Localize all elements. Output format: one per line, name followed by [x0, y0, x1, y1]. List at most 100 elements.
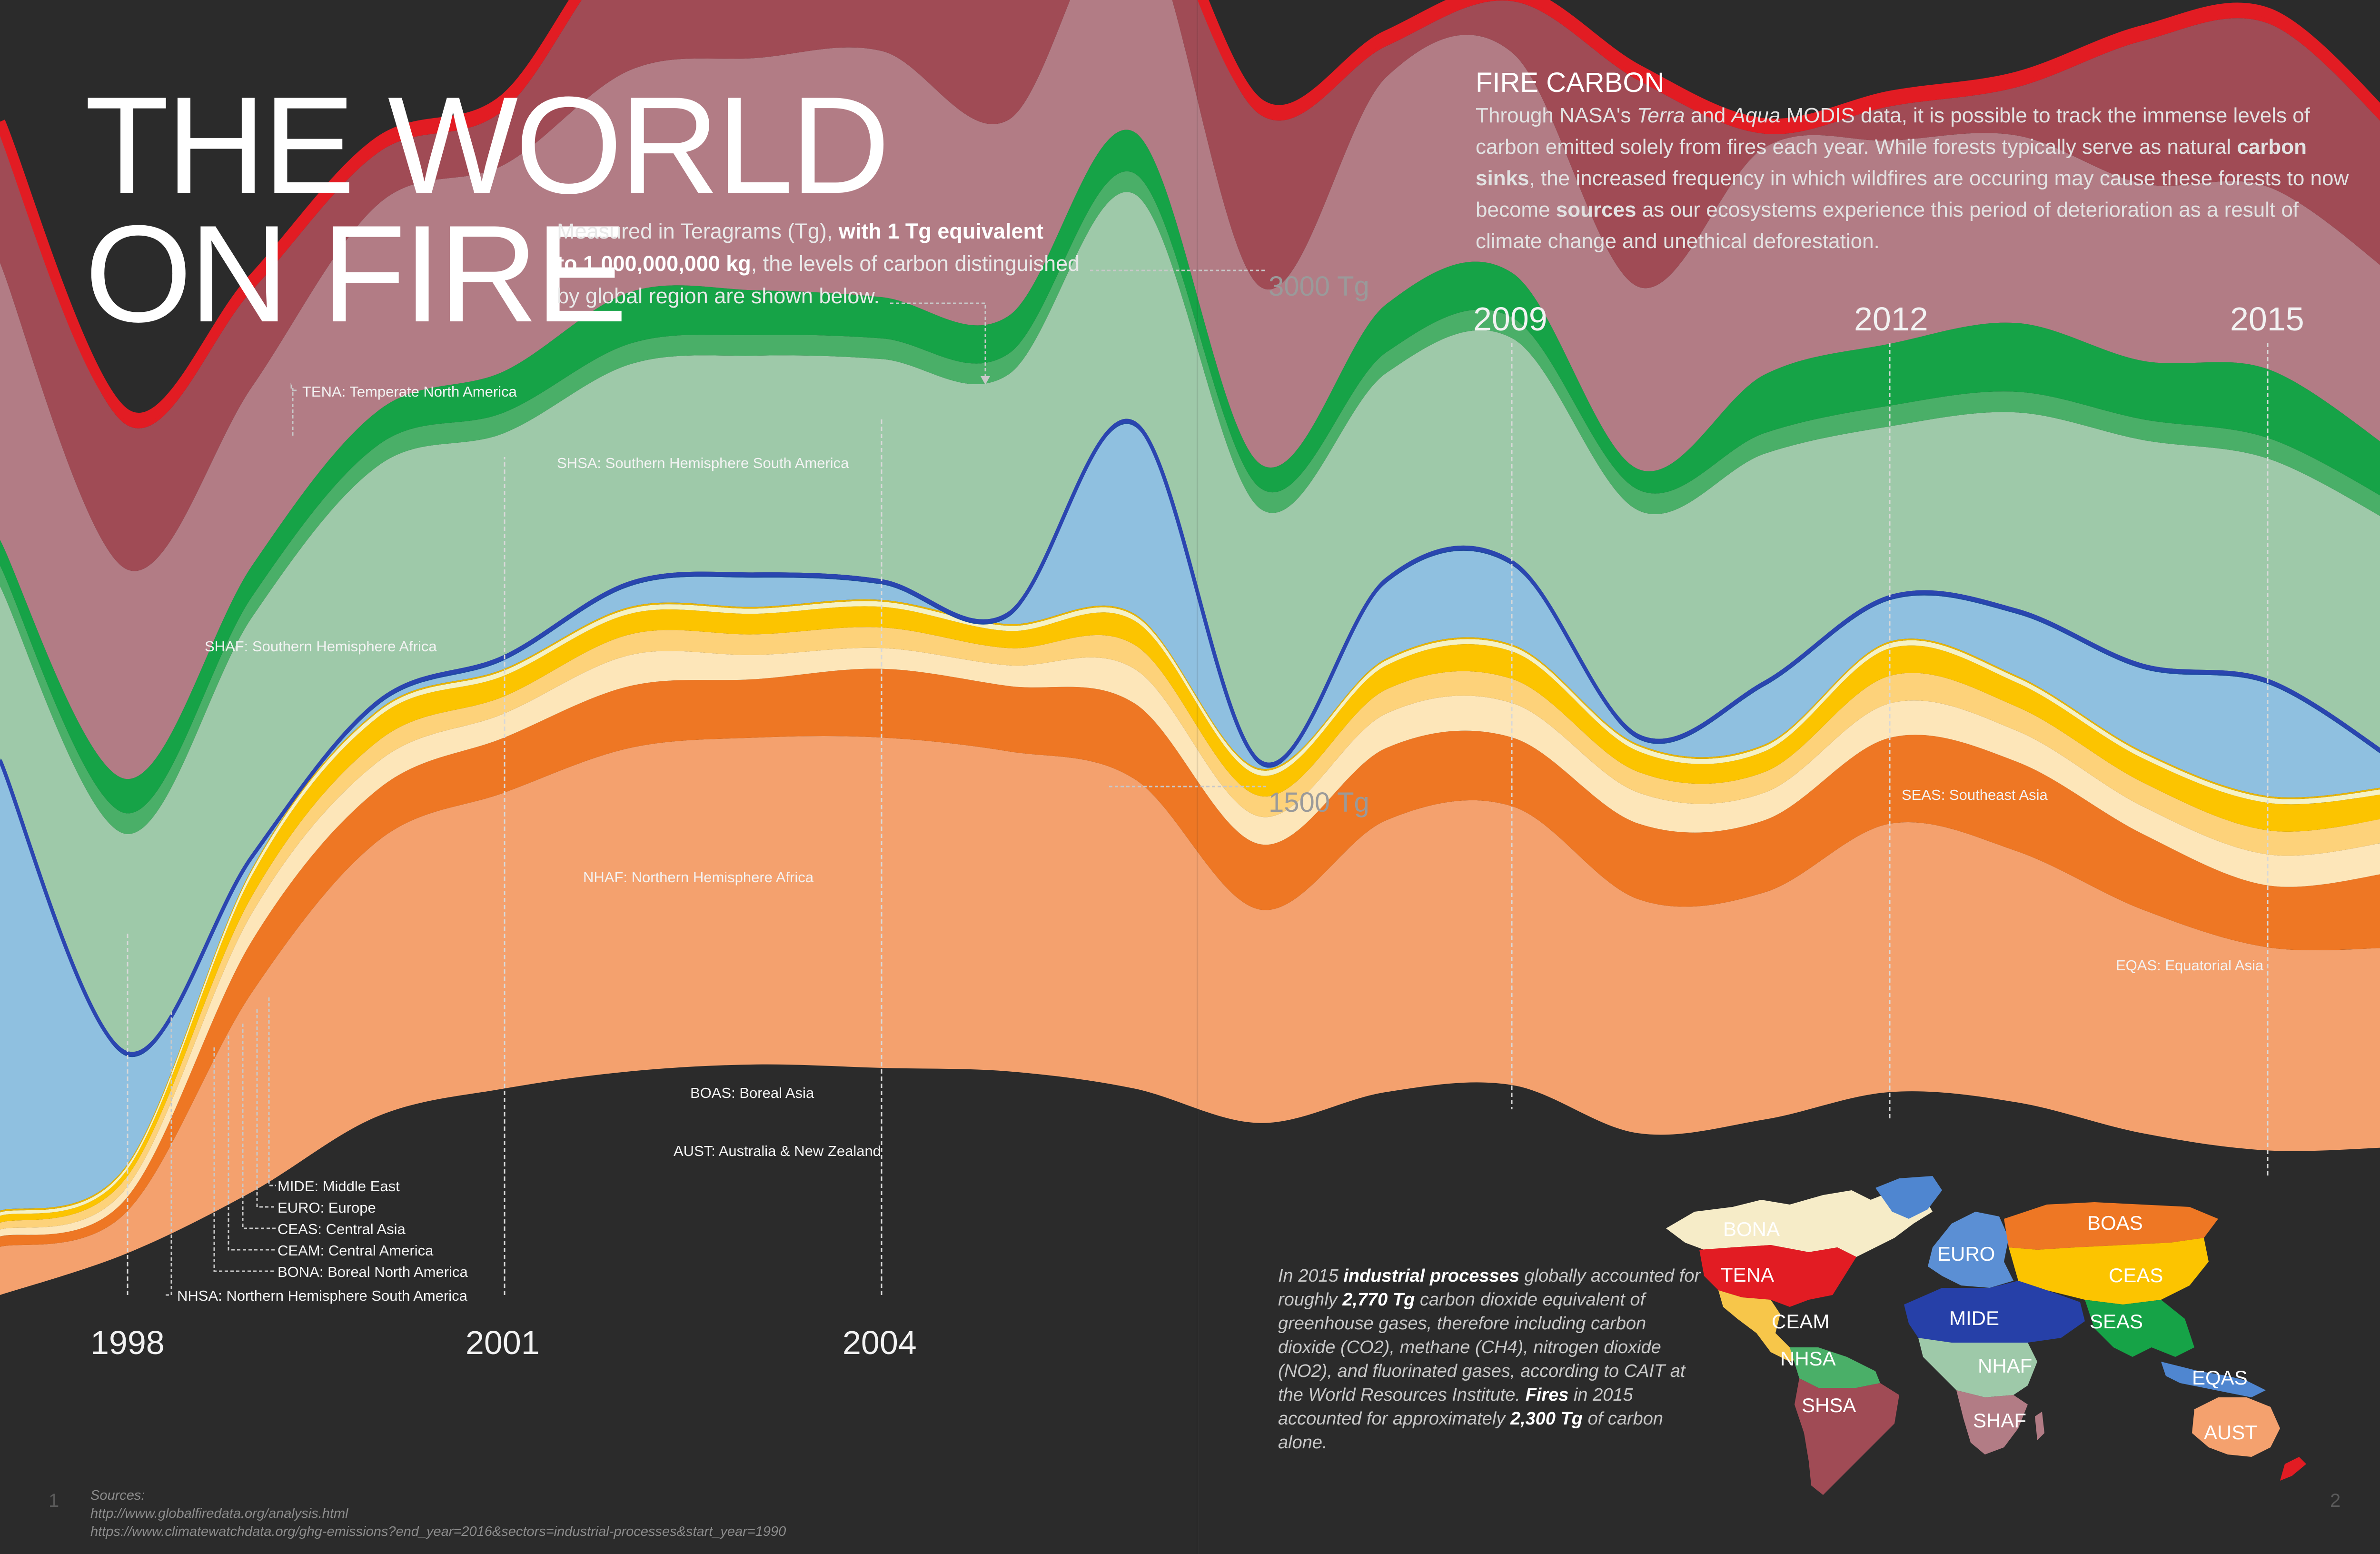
map-label-ceas: CEAS: [2109, 1264, 2163, 1286]
area-aust: [0, 736, 2380, 1295]
page-number-left: 1: [49, 1490, 60, 1511]
area-layers: [0, 0, 2380, 1295]
map-label-bona: BONA: [1723, 1218, 1780, 1240]
map-eqas: [2161, 1362, 2266, 1397]
map-label-nhsa: NHSA: [1780, 1347, 1836, 1370]
map-greenland: [1875, 1176, 1942, 1219]
map-shaf: [1956, 1390, 2028, 1454]
label-leader-lines: [164, 269, 1266, 1296]
intro-l2-a: to 1,000,000,000 kg: [557, 251, 751, 276]
intro-line-3: by global region are shown below.: [557, 284, 880, 308]
sec-terra: Terra: [1636, 104, 1685, 127]
leader-bona: [213, 1047, 276, 1272]
page-title: THE WORLD ON FIRE: [85, 68, 890, 351]
sources-block: Sources: http://www.globalfiredata.org/a…: [90, 1486, 786, 1541]
map-tena: [1699, 1245, 1856, 1307]
map-nhaf: [1918, 1338, 2037, 1397]
intro-line-2: to 1,000,000,000 kg, the levels of carbo…: [557, 248, 1080, 280]
source-link-1[interactable]: http://www.globalfiredata.org/analysis.h…: [90, 1506, 348, 1521]
region-label-aust: AUST: Australia & New Zealand: [674, 1143, 881, 1159]
note-a: In 2015: [1278, 1266, 1344, 1286]
note-i: of carbon alone.: [1278, 1409, 1664, 1453]
map-label-seas: SEAS: [2090, 1310, 2143, 1333]
note-f: Fires: [1525, 1385, 1569, 1405]
note-h: 2,300 Tg: [1510, 1409, 1583, 1429]
map-label-eqas: EQAS: [2192, 1366, 2248, 1389]
intro-l1-b: with 1 Tg equivalent: [838, 219, 1043, 243]
region-label-nhsa: NHSA: Northern Hemisphere South America: [177, 1287, 467, 1304]
intro-l1-a: Measured in Teragrams (Tg),: [557, 219, 839, 243]
note-b: industrial processes: [1343, 1266, 1519, 1286]
scale-label-1500: 1500 Tg: [1269, 787, 1369, 818]
region-label-ceam: CEAM: Central America: [278, 1242, 434, 1259]
map-bona: [1666, 1190, 1933, 1257]
region-label-shsa: SHSA: Southern Hemisphere South America: [557, 455, 849, 471]
map-shsa: [1795, 1378, 1899, 1495]
leader-nhsa: [164, 1012, 172, 1296]
year-label-2015: 2015: [2230, 300, 2304, 338]
map-label-mide: MIDE: [1949, 1307, 1999, 1329]
map-label-shsa: SHSA: [1802, 1394, 1856, 1416]
scale-label-3000: 3000 Tg: [1269, 271, 1369, 302]
region-label-shaf: SHAF: Southern Hemisphere Africa: [205, 638, 437, 655]
map-seas: [2085, 1300, 2194, 1357]
sec-p5: as our ecosystems experience this period…: [1476, 198, 2299, 253]
total-outline-red: [0, 0, 2380, 423]
note-d: 2,770 Tg: [1342, 1290, 1415, 1310]
title-line-2: ON FIRE: [85, 197, 627, 351]
map-label-euro: EURO: [1937, 1243, 1995, 1265]
eqas-boundary-line: [0, 419, 2380, 1056]
region-label-mide: MIDE: Middle East: [278, 1178, 400, 1195]
section-heading: FIRE CARBON: [1476, 67, 1665, 98]
area-nhaf: [0, 192, 2380, 1052]
map-label-nhaf: NHAF: [1978, 1355, 2033, 1377]
intro-text: Measured in Teragrams (Tg), with 1 Tg eq…: [557, 215, 1080, 312]
industrial-note: In 2015 industrial processes globally ac…: [1278, 1264, 1706, 1454]
sec-p3: MODIS data, it is possible to track the …: [1476, 104, 2310, 159]
note-e: carbon dioxide equivalent of greenhouse …: [1278, 1290, 1686, 1405]
section-paragraph: Through NASA's Terra and Aqua MODIS data…: [1476, 100, 2361, 257]
map-nz: [2280, 1457, 2306, 1481]
map-label-aust: AUST: [2204, 1421, 2258, 1444]
map-aust: [2192, 1397, 2280, 1457]
year-guide-lines: [127, 343, 2269, 1295]
area-shsa: [0, 0, 2380, 571]
area-nhsa: [0, 424, 2380, 1211]
sec-sinks: carbon sinks: [1476, 135, 2307, 190]
note-c: globally accounted for roughly: [1278, 1266, 1701, 1310]
region-label-tena: TENA: Temperate North America: [302, 383, 517, 400]
world-map: [1666, 1176, 2306, 1495]
area-boas: [0, 668, 2380, 1247]
map-ceam: [1718, 1290, 1804, 1362]
leader-euro: [256, 1009, 276, 1208]
map-mide: [1904, 1281, 2085, 1343]
page-number-right: 2: [2330, 1490, 2341, 1511]
leader-ceam: [228, 1036, 276, 1251]
leader-tena: [290, 383, 299, 436]
title-line-1: THE WORLD: [85, 68, 890, 222]
sec-p1: Through NASA's: [1476, 104, 1637, 127]
leader-intro: [890, 302, 986, 381]
source-link-2[interactable]: https://www.climatewatchdata.org/ghg-emi…: [90, 1524, 786, 1539]
area-ceam: [0, 627, 2380, 1230]
map-ceas: [2009, 1238, 2209, 1305]
map-boas: [2004, 1202, 2218, 1250]
map-label-shaf: SHAF: [1973, 1409, 2027, 1432]
region-label-eqas: EQAS: Equatorial Asia: [2116, 957, 2264, 974]
region-label-boas: BOAS: Boreal Asia: [690, 1085, 814, 1101]
year-label-2009: 2009: [1473, 300, 1547, 338]
intro-line-1: Measured in Teragrams (Tg), with 1 Tg eq…: [557, 215, 1080, 248]
map-euro: [1928, 1212, 2013, 1288]
sec-sources: sources: [1556, 198, 1636, 221]
map-label-tena: TENA: [1721, 1264, 1775, 1286]
region-label-euro: EURO: Europe: [278, 1199, 376, 1216]
map-madagascar: [2035, 1412, 2044, 1440]
map-label-boas: BOAS: [2087, 1212, 2143, 1234]
area-shaf: [0, 0, 2380, 779]
map-nhsa: [1790, 1347, 1880, 1388]
sec-aqua: Aqua: [1731, 104, 1781, 127]
sec-p4: , the increased frequency in which wildf…: [1476, 167, 2349, 221]
note-g: in 2015 accounted for approximately: [1278, 1385, 1633, 1429]
